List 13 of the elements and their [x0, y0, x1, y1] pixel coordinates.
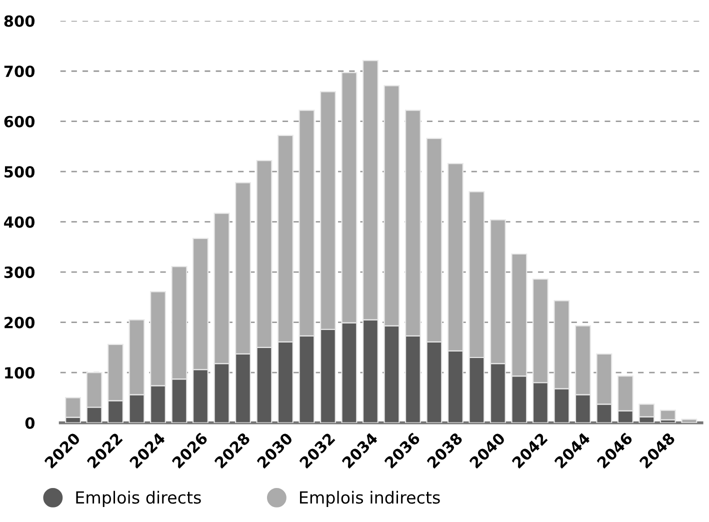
y-tick-label: 800: [4, 15, 35, 27]
y-tick-label: 500: [4, 166, 35, 178]
y-tick-label: 300: [4, 266, 35, 278]
y-tick-label: 100: [5, 367, 35, 379]
bar: [660, 410, 676, 420]
bar: [681, 418, 698, 423]
y-tick-label: 200: [4, 316, 35, 328]
legend-label: Emplois directs: [76, 490, 201, 507]
y-tick-label: 700: [4, 66, 35, 78]
legend-label: Emplois indirects: [300, 490, 440, 507]
y-tick-label: 600: [4, 116, 35, 128]
y-tick-label: 0: [25, 417, 35, 429]
y-tick-label: 400: [4, 216, 35, 228]
